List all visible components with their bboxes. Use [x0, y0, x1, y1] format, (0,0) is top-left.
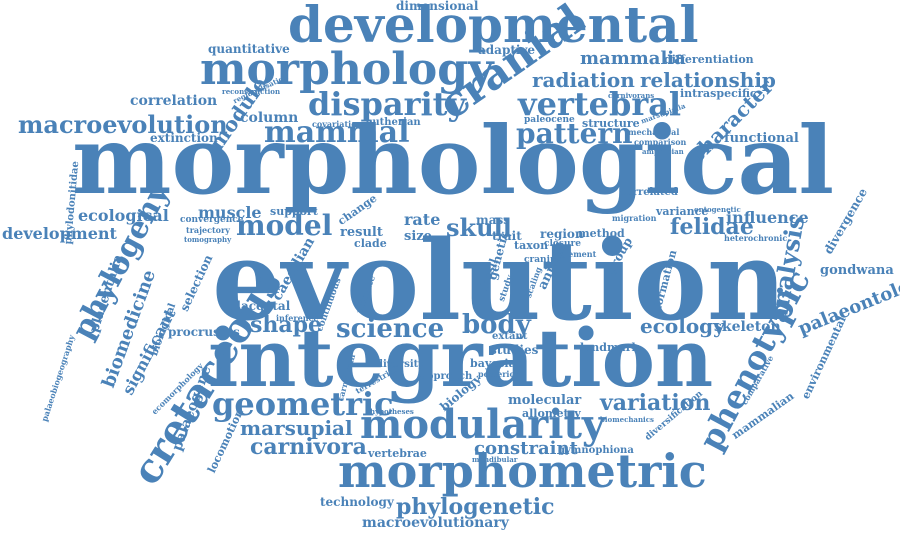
- word: technology: [320, 496, 394, 508]
- word: posterior: [478, 370, 519, 378]
- word: paleocene: [524, 116, 575, 125]
- word: procrustes: [168, 326, 240, 338]
- word: development: [2, 226, 117, 242]
- word: eutherian: [366, 118, 421, 128]
- word: intraspecific: [680, 88, 757, 99]
- word: clade: [354, 238, 387, 249]
- word: amphibian: [642, 148, 684, 155]
- word: mass: [476, 214, 510, 226]
- word: quantitative: [208, 43, 290, 55]
- word: gondwana: [820, 264, 894, 277]
- word: differentiation: [664, 54, 754, 65]
- word: mandibular: [472, 456, 517, 463]
- word: support: [270, 206, 318, 217]
- word: allometry: [522, 408, 581, 419]
- word: palaeobiogeography: [40, 334, 76, 423]
- word: comparison: [634, 138, 686, 146]
- word: correlation: [130, 94, 217, 108]
- word: studies: [490, 344, 538, 356]
- word: dimensional: [396, 0, 478, 12]
- word: tomography: [184, 236, 231, 243]
- word: gymnophiona: [558, 446, 634, 456]
- word: convergence: [180, 216, 244, 225]
- word: extinction: [150, 132, 218, 144]
- word: landmark: [580, 342, 639, 353]
- word: vertebrae: [368, 448, 427, 459]
- word: ontogenetic: [694, 206, 741, 213]
- word: science: [336, 316, 444, 342]
- word: molecular: [508, 394, 581, 407]
- word: bayesian: [470, 358, 524, 369]
- word: mechanical: [628, 128, 679, 136]
- word: covariation: [312, 120, 362, 128]
- word: extant: [492, 332, 527, 342]
- word: method: [578, 228, 625, 239]
- word: inference: [276, 314, 318, 322]
- word: skeleton: [714, 320, 781, 334]
- word: column: [240, 111, 298, 125]
- word: trajectory: [186, 226, 230, 234]
- word: taxon: [514, 240, 548, 251]
- word: radiation: [532, 70, 635, 90]
- word: marsupial: [240, 418, 353, 438]
- word: size: [404, 230, 432, 243]
- word: ecology: [640, 316, 725, 336]
- word: hypotheses: [370, 408, 414, 415]
- word: ecological: [78, 208, 169, 224]
- word: adaptive: [478, 44, 535, 56]
- word: functional: [724, 132, 799, 145]
- word: migration: [612, 214, 656, 222]
- word: selection: [178, 253, 215, 313]
- word: heterochronic: [724, 234, 787, 242]
- word: correlated: [620, 188, 678, 198]
- word: biomechanics: [600, 416, 654, 423]
- word: carnivorans: [608, 92, 654, 99]
- word: macroevolutionary: [362, 516, 509, 530]
- word: rate: [404, 212, 440, 228]
